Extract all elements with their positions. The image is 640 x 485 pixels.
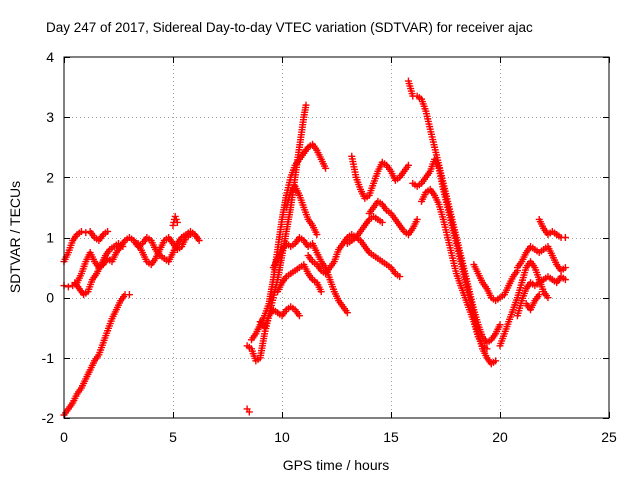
data-point (295, 312, 303, 320)
data-point (173, 218, 181, 226)
series-arc-k (269, 234, 351, 317)
data-point (322, 164, 330, 172)
data-point (82, 229, 90, 237)
data-point (404, 161, 412, 169)
x-tick-label: 15 (383, 429, 399, 445)
series-arc-x (513, 273, 569, 320)
data-point (378, 218, 386, 226)
y-tick-label: 3 (46, 109, 54, 125)
x-axis-label: GPS time / hours (283, 457, 390, 473)
data-point (561, 276, 569, 284)
series-arc-a (60, 227, 112, 266)
x-tick-label: 20 (492, 429, 508, 445)
data-point (561, 234, 569, 241)
data-point (64, 283, 72, 291)
series-arc-z (522, 291, 543, 314)
series-arc-g (243, 405, 253, 416)
y-axis-label: SDTVAR / TECUs (7, 181, 23, 293)
y-tick-label: -1 (42, 350, 55, 366)
series-arc-t (418, 185, 491, 353)
data-point (186, 230, 194, 238)
data-point (195, 237, 203, 245)
data-point (492, 357, 500, 365)
data-point (343, 309, 351, 317)
series-arc-p (348, 152, 412, 202)
data-point (496, 321, 504, 329)
data-point (302, 101, 310, 109)
x-tick-label: 25 (601, 429, 617, 445)
series-arc-l (274, 261, 325, 296)
x-tick-label: 5 (169, 429, 177, 445)
y-tick-label: 2 (46, 169, 54, 185)
series-arc-w (513, 243, 569, 275)
series-arc-u (470, 261, 521, 305)
series-arc-v (496, 258, 552, 350)
y-tick-label: -2 (42, 410, 55, 426)
series-arc-i (247, 140, 330, 344)
series-arc-q (365, 197, 421, 238)
series-arc-y (535, 215, 569, 241)
data-point (413, 215, 421, 223)
series-arc-h (243, 101, 310, 365)
series-arc-j (256, 303, 303, 332)
data-point (561, 264, 569, 272)
series-arc-d (60, 291, 133, 419)
series-arc-n (304, 212, 386, 278)
data-points-layer (60, 77, 569, 419)
data-point (544, 294, 552, 302)
series-arc-f (169, 212, 181, 229)
data-point (245, 408, 253, 416)
x-tick-label: 0 (60, 429, 68, 445)
plot-frame (63, 56, 610, 419)
y-tick-label: 4 (46, 49, 54, 65)
tick-layer: 0 5 10 15 20 25 -2 -1 0 1 2 3 4 (42, 49, 617, 445)
series-arc-m (282, 182, 321, 238)
data-point (313, 230, 321, 238)
series-arc-b (60, 227, 203, 291)
data-point (483, 345, 491, 353)
data-point (317, 288, 325, 296)
data-point (125, 291, 133, 299)
series-arc-e (134, 230, 194, 269)
series-arc-o (343, 234, 404, 281)
series-arc-c (71, 240, 127, 299)
y-tick-label: 1 (46, 230, 54, 246)
x-tick-label: 10 (274, 429, 290, 445)
data-point (119, 243, 127, 251)
data-point (104, 227, 112, 235)
chart-title: Day 247 of 2017, Sidereal Day-to-day VTE… (46, 20, 533, 35)
data-point (535, 291, 543, 299)
data-point (396, 273, 404, 281)
y-tick-label: 0 (46, 290, 54, 306)
data-point (77, 227, 85, 235)
